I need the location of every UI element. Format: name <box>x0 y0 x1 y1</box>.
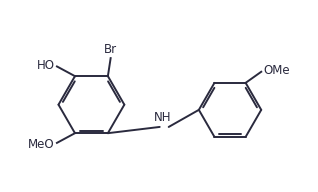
Text: OMe: OMe <box>263 64 290 77</box>
Text: MeO: MeO <box>28 138 55 151</box>
Text: NH: NH <box>154 111 171 124</box>
Text: HO: HO <box>37 59 55 72</box>
Text: Br: Br <box>104 43 117 56</box>
